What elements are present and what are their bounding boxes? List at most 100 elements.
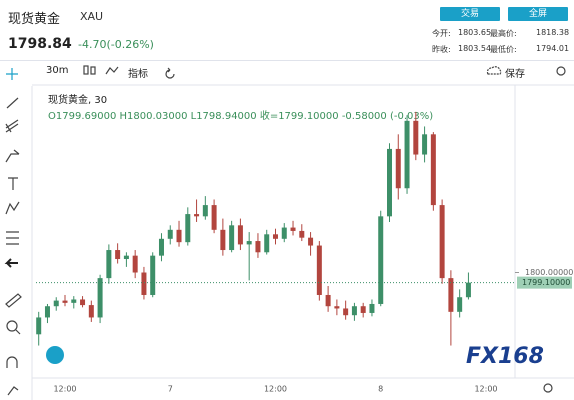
candle-body	[343, 308, 349, 316]
candle-body	[158, 238, 164, 256]
candle-icon[interactable]	[83, 65, 89, 75]
candle-body	[167, 229, 173, 239]
last-price-label: 1799.10000	[522, 278, 570, 287]
candle-body	[465, 282, 471, 298]
candle-body	[360, 306, 366, 313]
stat-value: 1794.01	[536, 44, 570, 53]
fib-tool[interactable]	[5, 119, 19, 133]
candle-body	[88, 305, 94, 318]
candle-body	[237, 225, 243, 245]
back-tool[interactable]	[4, 258, 18, 268]
candle-body	[44, 306, 50, 318]
legend-values: O1799.69000 H1800.03000 L1798.94000 收=17…	[48, 109, 433, 122]
candle-body	[325, 294, 331, 307]
candle-body	[106, 250, 112, 279]
x-tick-label: 12:00	[474, 385, 497, 394]
candle-body	[53, 300, 59, 307]
stat-value: 1803.65	[458, 28, 492, 37]
candle-body	[387, 148, 392, 217]
stat-label: 最低价:	[490, 45, 517, 54]
candle-body	[36, 317, 42, 335]
x-tick-label: 12:00	[264, 385, 287, 394]
candle-body	[351, 306, 357, 316]
candle-body	[229, 225, 235, 251]
candle-icon	[90, 66, 96, 75]
line-tool[interactable]	[6, 97, 19, 109]
candle-body	[290, 227, 296, 231]
divider	[0, 60, 574, 61]
forecast-tool[interactable]	[6, 231, 19, 245]
stat-value: 1818.38	[536, 28, 570, 37]
lock-tool[interactable]	[7, 386, 19, 396]
candle-body	[150, 255, 156, 295]
candle-body	[141, 272, 147, 295]
candle-body	[71, 299, 77, 303]
ruler-tool[interactable]	[5, 293, 22, 308]
text-tool[interactable]	[8, 177, 18, 190]
candle-body	[413, 120, 419, 155]
candle-body	[211, 205, 217, 230]
undo-icon[interactable]	[165, 67, 175, 79]
candle-body	[97, 278, 103, 318]
x-tick-label: 7	[168, 385, 173, 394]
candle-body	[194, 214, 200, 217]
candle-body	[132, 255, 138, 273]
candle-body	[334, 306, 340, 309]
candle-body	[378, 216, 384, 304]
y-tick-label: 1800.00000	[525, 268, 573, 277]
pattern-tool[interactable]	[5, 201, 20, 215]
candle-body	[246, 241, 252, 245]
candle-body	[404, 120, 410, 189]
stat-label: 昨收:	[432, 45, 451, 54]
indicators-button[interactable]: 指标	[128, 69, 148, 80]
zoom-tool[interactable]	[6, 320, 18, 332]
interval-button[interactable]: 30m	[46, 65, 69, 76]
candle-body	[422, 134, 428, 155]
indicator-icon[interactable]	[105, 66, 119, 75]
logo-badge	[46, 346, 64, 364]
candle-body	[439, 205, 445, 279]
stat-label: 今开:	[432, 29, 451, 38]
candle-body	[80, 299, 86, 306]
candle-body	[308, 237, 314, 246]
brush-tool[interactable]	[5, 149, 20, 163]
fullscreen-button[interactable]: 全屏	[508, 7, 568, 21]
axis-settings[interactable]	[543, 383, 553, 393]
candle-body	[299, 230, 305, 238]
crosshair-tool[interactable]	[6, 68, 18, 80]
candle-body	[220, 229, 226, 251]
stat-value: 1803.54	[458, 44, 492, 53]
last-price-box	[517, 276, 572, 289]
candle-body	[457, 297, 463, 312]
price-change: -4.70(-0.26%)	[78, 38, 154, 51]
last-price: 1798.84	[8, 36, 72, 52]
toolbar-icons	[4, 65, 566, 396]
x-tick-label: 8	[378, 385, 383, 394]
cloud-icon[interactable]	[486, 66, 502, 75]
zoom-tool	[15, 329, 21, 335]
candle-body	[272, 234, 278, 239]
magnet-tool[interactable]	[6, 356, 18, 368]
candle-body	[176, 229, 182, 243]
candle-body	[395, 148, 401, 189]
candle-body	[185, 214, 191, 243]
trade-button[interactable]: 交易	[440, 7, 500, 21]
candle-body	[123, 255, 129, 260]
instrument-name: 现货黄金	[8, 12, 61, 27]
settings-icon[interactable]	[556, 66, 566, 76]
instrument-code: XAU	[80, 10, 104, 23]
candle-body	[264, 234, 270, 253]
candle-body	[202, 205, 208, 217]
candle-body	[316, 245, 322, 295]
candle-body	[369, 303, 375, 313]
x-tick-label: 12:00	[53, 385, 76, 394]
candle-body	[281, 227, 287, 239]
candle-body	[430, 134, 436, 206]
candle-body	[115, 250, 121, 260]
candle-body	[255, 241, 261, 253]
stat-label: 最高价:	[490, 29, 517, 38]
legend-title: 现货黄金, 30	[48, 93, 107, 106]
save-button[interactable]: 保存	[505, 69, 525, 80]
